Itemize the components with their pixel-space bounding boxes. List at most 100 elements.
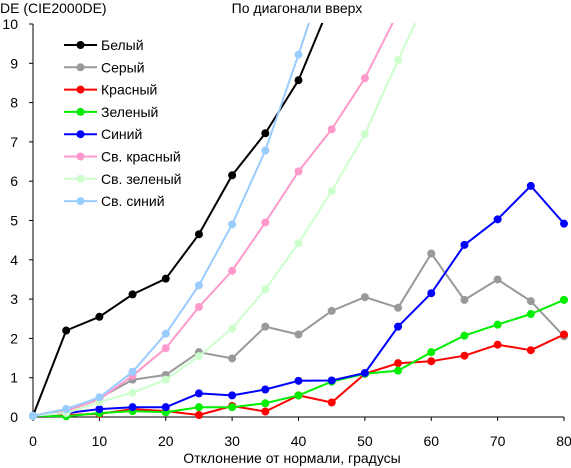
data-point [360, 130, 369, 139]
data-point [29, 411, 37, 420]
legend-item: Белый [64, 37, 144, 53]
legend-item: Зеленый [64, 104, 158, 120]
data-point [460, 240, 469, 249]
data-point [560, 330, 568, 339]
x-tick-label: 50 [357, 433, 373, 449]
data-point [327, 125, 336, 134]
legend-label: Св. зеленый [101, 171, 181, 187]
y-tick-label: 4 [10, 252, 18, 268]
y-tick-label: 1 [10, 370, 18, 386]
series-line [32, 23, 417, 417]
data-point [294, 167, 303, 176]
legend-label: Белый [101, 37, 144, 53]
data-point [526, 181, 535, 190]
legend-item: Св. синий [64, 193, 165, 209]
data-point [493, 215, 502, 224]
data-point [194, 352, 203, 361]
legend-label: Серый [101, 59, 145, 75]
y-tick-label: 0 [10, 409, 18, 425]
data-point [194, 411, 203, 420]
data-point [327, 306, 336, 315]
data-point [294, 239, 303, 248]
data-point [427, 249, 436, 258]
y-tick-label: 8 [10, 95, 18, 111]
y-tick-label: 2 [10, 330, 18, 346]
data-point [560, 295, 568, 304]
legend-label: Св. синий [101, 193, 165, 209]
data-point [261, 129, 270, 138]
data-point [62, 405, 71, 414]
data-point [228, 354, 237, 363]
data-point [228, 403, 237, 412]
series-1 [29, 23, 324, 420]
legend-label: Синий [101, 126, 142, 142]
data-point [62, 326, 71, 335]
y-axis-title: DE (CIE2000DE) [0, 0, 107, 16]
data-point [95, 393, 104, 402]
x-tick-label: 40 [291, 433, 307, 449]
legend-item: Красный [64, 82, 157, 98]
data-point [228, 324, 237, 333]
legend: Белый Серый Красный Зеленый Синий Св. красный… [64, 37, 181, 209]
data-point [560, 219, 568, 228]
data-point [228, 171, 237, 180]
x-tick-label: 10 [92, 433, 108, 449]
legend-swatch-marker [76, 197, 85, 206]
data-point [161, 274, 170, 283]
y-tick-label: 9 [10, 55, 18, 71]
legend-swatch-marker [76, 130, 85, 139]
data-point [394, 56, 403, 65]
data-point [261, 322, 270, 331]
data-point [194, 230, 203, 239]
data-point [261, 407, 270, 416]
data-point [95, 405, 104, 414]
data-point [327, 376, 336, 385]
data-point [360, 293, 369, 302]
x-tick-label: 0 [29, 433, 37, 449]
legend-label: Св. красный [101, 149, 181, 165]
data-point [294, 76, 303, 85]
data-point [493, 340, 502, 349]
data-point [327, 187, 336, 196]
series-6 [29, 23, 394, 420]
data-point [327, 398, 336, 407]
data-point [161, 329, 170, 338]
series-5 [29, 181, 568, 420]
legend-swatch-marker [76, 174, 85, 183]
axes: 0 1 2 3 4 5 6 7 8 9 10 0 10 20 30 40 50 60 70 80 [2, 16, 571, 449]
data-point [294, 50, 303, 59]
y-tick-label: 10 [2, 16, 18, 32]
x-tick-label: 80 [556, 433, 571, 449]
data-point [128, 290, 137, 299]
data-point [128, 388, 137, 397]
data-point [460, 295, 469, 304]
legend-label: Зеленый [101, 104, 158, 120]
data-point [493, 320, 502, 329]
x-axis-title: Отклонение от нормали, градусы [183, 450, 400, 466]
series-line [32, 23, 310, 417]
data-point [427, 289, 436, 298]
data-point [194, 302, 203, 311]
data-point [394, 303, 403, 312]
y-tick-label: 5 [10, 213, 18, 229]
data-point [194, 403, 203, 412]
data-point [294, 376, 303, 385]
x-tick-label: 60 [423, 433, 439, 449]
legend-swatch-marker [76, 41, 85, 49]
data-point [194, 281, 203, 290]
data-point [261, 146, 270, 155]
legend-label: Красный [101, 82, 157, 98]
y-tick-label: 7 [10, 134, 18, 150]
legend-item: Св. красный [64, 149, 181, 165]
data-point [427, 348, 436, 357]
data-point [261, 385, 270, 394]
data-point [128, 367, 137, 376]
series-8 [29, 23, 310, 420]
data-point [261, 399, 270, 408]
data-point [161, 344, 170, 353]
data-point [526, 310, 535, 319]
series-4 [29, 295, 568, 421]
x-tick-label: 30 [224, 433, 240, 449]
data-point [128, 403, 137, 412]
legend-swatch-marker [76, 63, 85, 72]
